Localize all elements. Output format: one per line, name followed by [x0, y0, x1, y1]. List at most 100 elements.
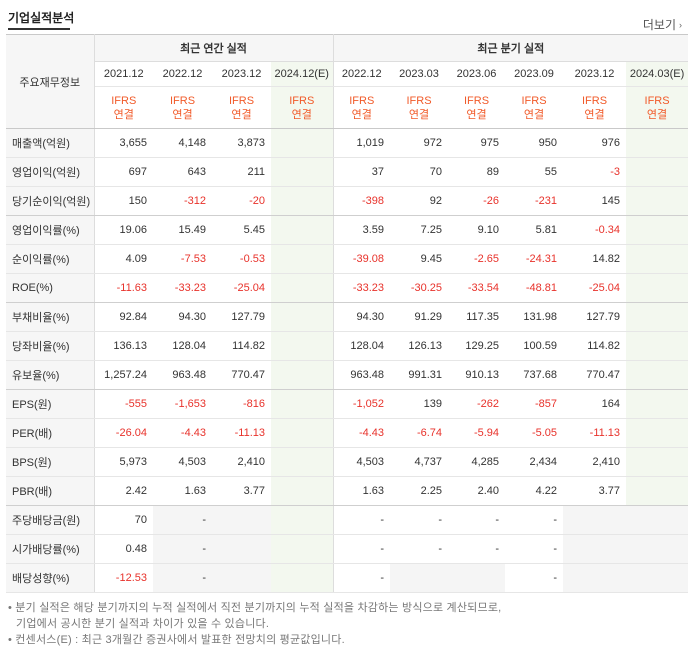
table-cell: -26.04 [94, 418, 153, 448]
period-header: 2024.12(E) [271, 61, 334, 87]
table-cell: 94.30 [153, 302, 212, 332]
table-cell: - [333, 534, 391, 564]
table-cell: 697 [94, 157, 153, 187]
table-cell: 5.81 [505, 215, 564, 245]
table-row: 매출액(억원) 3,655 4,148 3,873 1,019 972 975 950 976 [6, 128, 689, 158]
basis-ifrs: IFRS [582, 94, 608, 107]
table-row: PER(배) -26.04 -4.43 -11.13 -4.43 -6.74 -5.94 -5… [6, 418, 689, 448]
table-row: EPS(원) -555 -1,653 -816 -1,052 139 -262 -857 164 [6, 389, 689, 419]
more-label: 더보기 [642, 18, 676, 32]
table-cell: -231 [505, 186, 564, 216]
row-label: 부채비율(%) [6, 302, 95, 332]
row-label: 매출액(억원) [6, 128, 95, 158]
more-link[interactable]: 더보기 › [643, 16, 682, 33]
table-cell: -48.81 [505, 273, 564, 303]
basis-header: IFRS 연결 [153, 86, 212, 129]
table-cell: 100.59 [505, 331, 564, 361]
table-cell: 15.49 [153, 215, 212, 245]
footnote-1-cont: 기업에서 공시한 분기 실적과 차이가 있을 수 있습니다. [16, 618, 270, 630]
footnote-2: • 컨센서스(E) : 최근 3개월간 증권사에서 발표한 전망치의 평균값입니… [8, 634, 345, 646]
table-cell [271, 128, 334, 158]
table-cell: 127.79 [212, 302, 271, 332]
table-cell: -25.04 [212, 273, 271, 303]
table-cell [626, 563, 689, 593]
table-cell [563, 563, 627, 593]
table-cell: -7.53 [153, 244, 212, 274]
table-cell [626, 128, 689, 158]
table-cell: 7.25 [390, 215, 449, 245]
basis-consolidated: 연결 [584, 108, 605, 121]
table-cell: -5.05 [505, 418, 564, 448]
table-cell: 963.48 [153, 360, 212, 390]
table-cell: 114.82 [563, 331, 627, 361]
row-label: 당좌비율(%) [6, 331, 95, 361]
table-row: 시가배당률(%) 0.48- - - - - [6, 534, 689, 564]
table-cell: 950 [505, 128, 564, 158]
table-cell: 139 [390, 389, 449, 419]
table-row: ROE(%) -11.63 -33.23 -25.04 -33.23 -30.25 -33.… [6, 273, 689, 303]
period-header: 2023.12 [212, 61, 271, 87]
table-cell [271, 186, 334, 216]
table-cell: - [505, 505, 564, 535]
table-cell: 3.77 [563, 476, 627, 506]
table-row: 영업이익률(%) 19.06 15.49 5.45 3.59 7.25 9.10 5.81 -0… [6, 215, 689, 245]
table-cell: 55 [505, 157, 564, 187]
table-cell: -25.04 [563, 273, 627, 303]
table-cell: 70 [390, 157, 449, 187]
table-row: 유보율(%) 1,257.24 963.48 770.47 963.48 991.31 91… [6, 360, 689, 390]
table-cell: -33.54 [448, 273, 506, 303]
table-cell: 737.68 [505, 360, 564, 390]
table-cell [626, 389, 689, 419]
title-underline [8, 28, 70, 30]
table-cell: 19.06 [94, 215, 153, 245]
table-cell [626, 447, 689, 477]
table-cell: 92 [390, 186, 449, 216]
footnote-1: • 분기 실적은 해당 분기까지의 누적 실적에서 직전 분기까지의 누적 실적… [8, 602, 502, 614]
table-cell: 4.09 [94, 244, 153, 274]
table-cell: 128.04 [333, 331, 391, 361]
period-header: 2021.12 [94, 61, 153, 87]
basis-header: IFRS 연결 [626, 86, 689, 129]
table-cell: 643 [153, 157, 212, 187]
table-cell: 963.48 [333, 360, 391, 390]
quarter-group-header: 최근 분기 실적 [333, 34, 689, 62]
basis-ifrs: IFRS [464, 94, 490, 107]
table-cell [448, 563, 506, 593]
table-cell: -857 [505, 389, 564, 419]
table-cell: -11.13 [212, 418, 271, 448]
table-cell [626, 215, 689, 245]
table-cell [212, 505, 271, 535]
basis-consolidated: 연결 [291, 108, 312, 121]
annual-group-header: 최근 연간 실적 [94, 34, 334, 62]
table-cell: 3.77 [212, 476, 271, 506]
table-cell: 975 [448, 128, 506, 158]
basis-header: IFRS 연결 [390, 86, 449, 129]
row-label: 시가배당률(%) [6, 534, 95, 564]
table-cell: 5,973 [94, 447, 153, 477]
period-header: 2023.03 [390, 61, 449, 87]
table-cell [212, 563, 271, 593]
table-cell: 92.84 [94, 302, 153, 332]
table-cell: -12.53 [94, 563, 153, 593]
table-cell: - [390, 505, 449, 535]
table-cell [626, 331, 689, 361]
table-cell [212, 534, 271, 564]
table-cell: 4.22 [505, 476, 564, 506]
table-cell [271, 447, 334, 477]
table-cell: -33.23 [153, 273, 212, 303]
row-label: 영업이익률(%) [6, 215, 95, 245]
table-cell: -11.13 [563, 418, 627, 448]
table-cell: -5.94 [448, 418, 506, 448]
table-cell [271, 563, 334, 593]
table-cell [626, 505, 689, 535]
table-cell: -555 [94, 389, 153, 419]
table-cell: - [153, 505, 212, 535]
table-row: PBR(배) 2.42 1.63 3.77 1.63 2.25 2.40 4.22 3.77 [6, 476, 689, 506]
chevron-right-icon: › [679, 19, 682, 30]
table-cell: -1,653 [153, 389, 212, 419]
period-header: 2024.03(E) [626, 61, 689, 87]
table-cell: -3 [563, 157, 627, 187]
basis-consolidated: 연결 [231, 108, 252, 121]
table-cell: 976 [563, 128, 627, 158]
basis-header: IFRS 연결 [563, 86, 627, 129]
